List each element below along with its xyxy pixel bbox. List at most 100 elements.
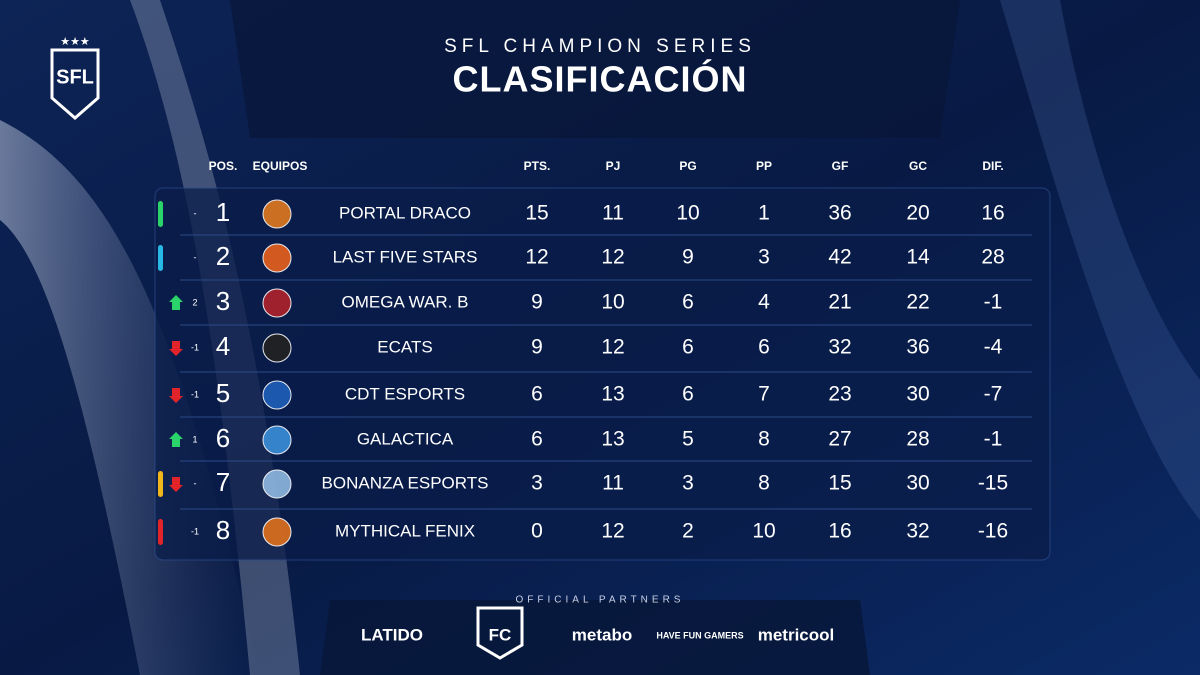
position-change: - xyxy=(194,208,197,218)
stat-pp: 8 xyxy=(758,472,770,495)
stat-dif: -4 xyxy=(984,336,1003,359)
stat-pg: 6 xyxy=(682,336,694,359)
team-name: GALACTICA xyxy=(357,429,454,448)
stat-gc: 22 xyxy=(906,291,929,314)
stat-pp: 10 xyxy=(752,520,775,543)
row-marker xyxy=(158,201,163,227)
position-change: -1 xyxy=(191,389,199,399)
swoosh xyxy=(1000,0,1200,520)
stat-gc: 20 xyxy=(906,202,929,225)
team-logo xyxy=(262,425,292,455)
position-change: - xyxy=(194,252,197,262)
table-panel xyxy=(154,187,1051,561)
column-header: PG xyxy=(679,159,696,173)
row-marker xyxy=(158,471,163,497)
row-marker xyxy=(158,245,163,271)
column-header: GC xyxy=(909,159,927,173)
stat-gc: 30 xyxy=(906,472,929,495)
stat-gc: 28 xyxy=(906,428,929,451)
column-header: PTS. xyxy=(524,159,551,173)
team-name: PORTAL DRACO xyxy=(339,203,471,222)
stat-pts: 9 xyxy=(531,336,543,359)
stat-pj: 12 xyxy=(601,520,624,543)
stat-gf: 27 xyxy=(828,428,851,451)
position: 4 xyxy=(216,331,230,361)
stat-pts: 6 xyxy=(531,383,543,406)
stat-pp: 8 xyxy=(758,428,770,451)
stat-pts: 9 xyxy=(531,291,543,314)
partner-badge xyxy=(476,606,524,660)
team-logo xyxy=(262,517,292,547)
stat-dif: 16 xyxy=(981,202,1004,225)
stat-gf: 23 xyxy=(828,383,851,406)
team-logo xyxy=(262,199,292,229)
stat-pj: 13 xyxy=(601,383,624,406)
partners-panel xyxy=(320,600,870,675)
stat-pts: 3 xyxy=(531,472,543,495)
position-change: -1 xyxy=(191,526,199,536)
partner-logo: LATIDO xyxy=(361,625,423,644)
stat-pts: 12 xyxy=(525,246,548,269)
team-name: LAST FIVE STARS xyxy=(333,247,478,266)
partner-logo: FC xyxy=(489,625,512,644)
column-header: DIF. xyxy=(982,159,1003,173)
stat-pp: 6 xyxy=(758,336,770,359)
stat-dif: -7 xyxy=(984,383,1003,406)
trend-up xyxy=(169,432,183,447)
stat-dif: -1 xyxy=(984,291,1003,314)
partner-logo: metabo xyxy=(572,625,632,644)
stat-pp: 7 xyxy=(758,383,770,406)
stat-gf: 32 xyxy=(828,336,851,359)
stat-pts: 15 xyxy=(525,202,548,225)
partner-logo: HAVE FUN GAMERS xyxy=(656,630,743,640)
page-title: CLASIFICACIÓN xyxy=(453,58,748,100)
stat-gc: 32 xyxy=(906,520,929,543)
position: 2 xyxy=(216,241,230,271)
team-logo xyxy=(262,469,292,499)
team-name: BONANZA ESPORTS xyxy=(322,473,489,492)
team-logo xyxy=(262,243,292,273)
stat-gc: 14 xyxy=(906,246,930,269)
column-header: PP xyxy=(756,159,772,173)
stat-gf: 42 xyxy=(828,246,851,269)
stat-pj: 10 xyxy=(601,291,624,314)
partners: LATIDO FC metabo HAVE FUN GAMERS metricool xyxy=(361,606,834,660)
stat-pts: 0 xyxy=(531,520,543,543)
stat-pp: 1 xyxy=(758,202,770,225)
team-name: MYTHICAL FENIX xyxy=(335,521,475,540)
stat-pp: 3 xyxy=(758,246,770,269)
stat-gc: 30 xyxy=(906,383,929,406)
column-header: EQUIPOS xyxy=(253,159,308,173)
stat-pj: 11 xyxy=(602,202,624,225)
stat-pg: 3 xyxy=(682,472,694,495)
stat-pj: 12 xyxy=(601,246,624,269)
stat-pg: 9 xyxy=(682,246,694,269)
stat-gf: 21 xyxy=(828,291,851,314)
series-title: SFL CHAMPION SERIES xyxy=(444,36,756,57)
trend-down xyxy=(169,477,183,492)
position-change: 2 xyxy=(192,297,197,307)
stat-dif: 28 xyxy=(981,246,1004,269)
position: 1 xyxy=(216,197,230,227)
logo-text: SFL xyxy=(56,66,94,88)
stat-pg: 6 xyxy=(682,291,694,314)
table: POS. EQUIPOS PTS. PJ PG PP GF GC DIF.- 1 PORTAL DR… xyxy=(158,159,1032,547)
header-panel xyxy=(230,0,960,138)
team-logo xyxy=(262,380,292,410)
position: 8 xyxy=(216,515,230,545)
stat-pg: 2 xyxy=(682,520,694,543)
stat-dif: -15 xyxy=(978,472,1008,495)
stat-dif: -1 xyxy=(984,428,1003,451)
team-name: CDT ESPORTS xyxy=(345,384,465,403)
stat-pj: 12 xyxy=(601,336,624,359)
logo-shield xyxy=(50,48,100,120)
stat-gc: 36 xyxy=(906,336,929,359)
column-header: GF xyxy=(832,159,849,173)
stat-pts: 6 xyxy=(531,428,543,451)
position: 6 xyxy=(216,423,230,453)
trend-down xyxy=(169,388,183,403)
stat-gf: 15 xyxy=(828,472,851,495)
column-header: POS. xyxy=(209,159,238,173)
